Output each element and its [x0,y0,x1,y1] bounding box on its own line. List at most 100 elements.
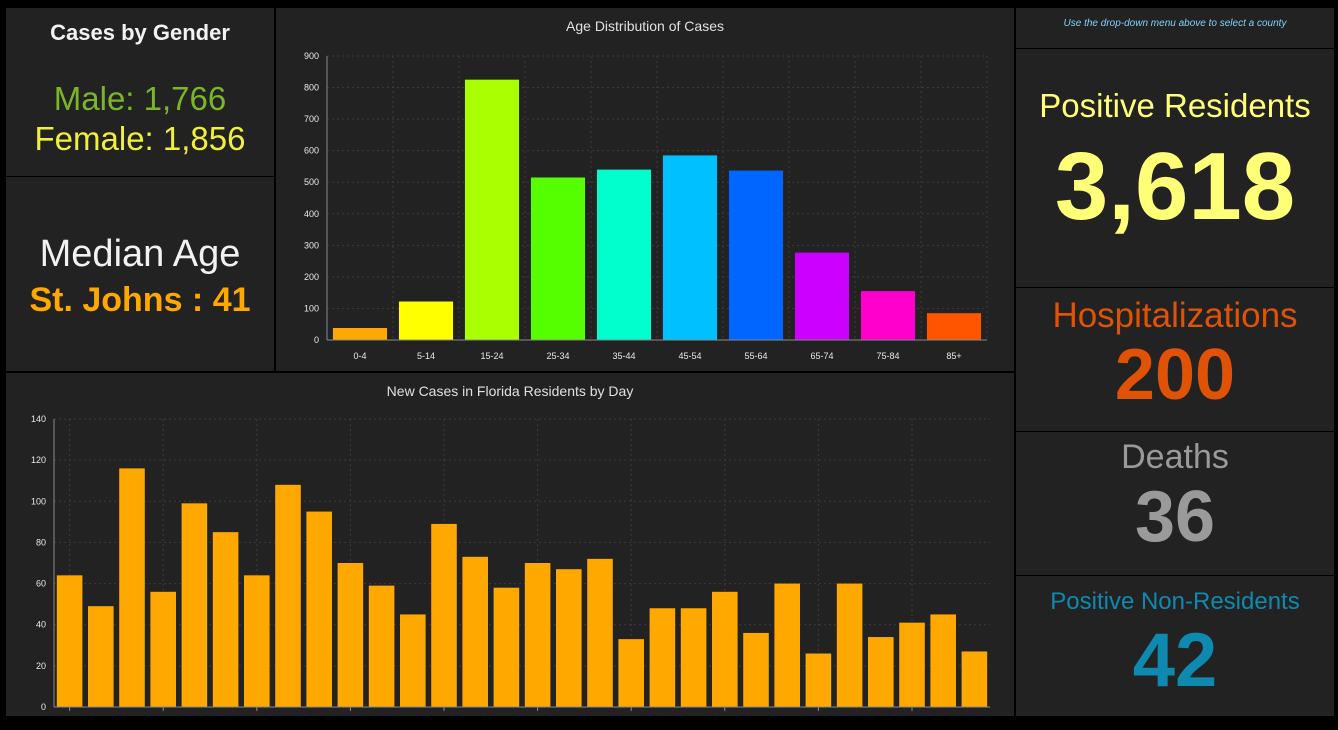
median-age-value: St. Johns : 41 [29,281,251,319]
bar [337,563,364,707]
male-count: Male: 1,766 [53,80,227,117]
daily-cases-chart: New Cases in Florida Residents by Day 0 2… [6,373,1014,716]
bar [332,328,388,340]
non-residents-value: 42 [1132,618,1218,703]
non-residents-label: Positive Non-Residents [1050,588,1300,615]
x-tick-label: 7/29 [618,715,636,716]
age-chart-title: Age Distribution of Cases [566,18,724,34]
bar [181,503,208,707]
y-tick-label: 20 [36,661,46,671]
y-tick-label: 100 [31,496,46,506]
age-distribution-chart: Age Distribution of Cases 0 100 200 300 400 5… [276,8,1014,371]
y-tick-label: 40 [36,620,46,630]
x-tick-label: 8/7 [899,715,912,716]
bar [860,291,916,340]
non-residents-panel: Positive Non-Residents 42 [1016,576,1334,716]
deaths-label: Deaths [1121,438,1229,476]
bar [431,523,457,707]
bar [596,169,652,340]
x-tick-label: 5-14 [417,351,435,361]
bar [244,575,270,707]
x-tick-label: 8/1 [712,715,725,716]
bar [493,587,520,707]
bar [587,558,613,707]
daily-chart-title: New Cases in Florida Residents by Day [386,383,634,399]
y-tick-label: 900 [304,51,319,61]
y-tick-label: 80 [36,537,46,547]
x-tick-label: 15-24 [480,351,503,361]
y-tick-label: 800 [304,83,319,93]
positive-residents-panel: Positive Residents 3,618 [1016,49,1334,287]
bar [88,606,114,707]
y-tick-label: 140 [31,414,46,424]
bar [926,313,982,340]
x-tick-label: 7/26 [525,715,543,716]
daily-chart-svg: 0 20 40 60 80 100 120 140 7/11 7/14 7/17 7/20 7/23 7/… [31,414,990,716]
bar [306,511,332,707]
bar [961,651,988,707]
x-tick-label: 75-84 [876,351,899,361]
y-tick-label: 600 [304,146,319,156]
x-tick-label: 7/11 [57,715,74,716]
bar [56,575,83,707]
x-tick-label: 85+ [946,351,961,361]
bar [680,608,707,707]
x-tick-label: 7/14 [150,715,168,716]
hospitalizations-label: Hospitalizations [1052,296,1298,335]
hospitalizations-panel: Hospitalizations 200 [1016,288,1334,431]
y-tick-label: 400 [304,209,319,219]
x-tick-label: 25-34 [546,351,569,361]
female-count: Female: 1,856 [34,120,246,157]
y-tick-label: 700 [304,114,319,124]
bar [464,79,520,341]
bar [119,468,145,707]
y-tick-label: 60 [36,579,46,589]
bar [930,614,956,707]
bar [212,532,239,707]
x-tick-label: 65-74 [810,351,833,361]
county-note-panel: Use the drop-down menu above to select a… [1016,8,1334,48]
bar [150,591,176,707]
x-tick-label: 7/20 [338,715,356,716]
county-select-hint: Use the drop-down menu above to select a… [1063,18,1287,29]
bar [868,637,894,707]
bar [712,591,738,707]
bar [398,301,454,340]
bar [662,155,718,340]
bar [275,484,301,707]
age-chart-svg: 0 100 200 300 400 500 600 700 800 900 0-4 5-14 15-24… [304,51,988,361]
cases-by-gender-panel: Cases by Gender Male: 1,766 Female: 1,85… [6,8,274,176]
bar [524,563,551,707]
x-tick-label: 45-54 [678,351,701,361]
deaths-panel: Deaths 36 [1016,432,1334,575]
median-age-title: Median Age [39,233,241,275]
bar [400,614,426,707]
bar [530,177,586,340]
bar [774,583,800,707]
deaths-value: 36 [1134,477,1216,557]
x-tick-label: 55-64 [744,351,767,361]
positive-residents-label: Positive Residents [1039,87,1311,124]
gender-title: Cases by Gender [50,20,230,45]
x-tick-label: 35-44 [612,351,635,361]
y-tick-label: 200 [304,272,319,282]
bar [649,608,676,707]
bar [556,569,582,707]
y-tick-label: 120 [31,455,46,465]
positive-residents-value: 3,618 [1054,133,1296,240]
bar [368,585,395,707]
median-age-panel: Median Age St. Johns : 41 [6,177,274,371]
bar [805,653,832,707]
bar [728,170,784,340]
bar [836,583,863,707]
x-tick-label: 0-4 [353,351,366,361]
y-tick-label: 300 [304,240,319,250]
bar [899,622,925,707]
bar [743,632,769,707]
x-tick-label: 8/4 [806,715,819,716]
bar [794,252,850,340]
x-tick-label: 7/17 [244,715,262,716]
bar [618,639,644,707]
y-tick-label: 0 [314,335,319,345]
